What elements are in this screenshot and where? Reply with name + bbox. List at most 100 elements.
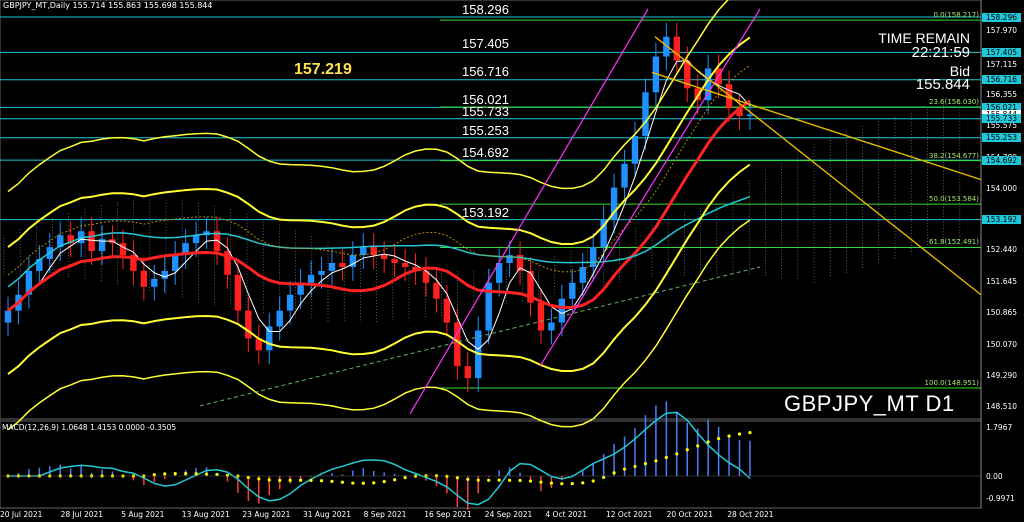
macd-signal-dot bbox=[487, 478, 491, 482]
candle-body bbox=[4, 310, 12, 323]
macd-signal-dot bbox=[330, 479, 334, 483]
band-lower-outer-line bbox=[7, 219, 751, 431]
candle-body bbox=[245, 310, 252, 339]
macd-label: MACD(12,26,9) 1.0648 1.4153 0.0000 -0.35… bbox=[2, 423, 177, 432]
macd-signal-dot bbox=[528, 479, 533, 483]
price-box: 158.296 bbox=[982, 12, 1021, 22]
price-tick: 155.575 bbox=[986, 121, 1018, 131]
candle-body bbox=[391, 259, 398, 263]
macd-signal-dot bbox=[382, 480, 386, 484]
candle-body bbox=[286, 294, 294, 311]
macd-signal-dot bbox=[602, 475, 606, 479]
level-label-156021: 156.021 bbox=[462, 92, 509, 107]
macd-tick: -0.9971 bbox=[986, 494, 1015, 503]
band-lower-line bbox=[7, 163, 751, 375]
fib-label: 23.6(156.030) bbox=[929, 97, 979, 106]
ma-red-line bbox=[7, 99, 751, 312]
candle-body bbox=[590, 247, 597, 267]
macd-signal-dot bbox=[455, 476, 459, 480]
macd-panel-frame bbox=[0, 420, 982, 509]
candle-body bbox=[558, 298, 566, 323]
candle-body bbox=[725, 84, 733, 109]
level-label-158296: 158.296 bbox=[462, 2, 509, 17]
date-tick: 13 Aug 2021 bbox=[181, 510, 230, 519]
candle-body bbox=[516, 255, 524, 271]
price-box: 154.692 bbox=[982, 155, 1021, 165]
ma-cyan-line bbox=[7, 195, 751, 288]
macd-signal-dot bbox=[643, 462, 648, 466]
date-tick: 12 Oct 2021 bbox=[606, 510, 653, 519]
macd-signal-dot bbox=[267, 478, 271, 482]
macd-tick: 1.7967 bbox=[986, 423, 1013, 432]
macd-signal-dot bbox=[696, 444, 700, 448]
candle-body bbox=[381, 255, 388, 260]
candle-body bbox=[370, 247, 377, 256]
macd-signal-dot bbox=[675, 452, 679, 456]
fib-label: 100.0(148.951) bbox=[924, 379, 979, 387]
candle-body bbox=[266, 326, 273, 351]
macd-signal-dot bbox=[664, 455, 668, 460]
candle-body bbox=[276, 310, 283, 327]
macd-signal-dot bbox=[319, 479, 324, 483]
trend-line-dashed bbox=[199, 266, 761, 407]
candle-body bbox=[569, 282, 576, 299]
candle-body bbox=[213, 231, 221, 252]
macd-line bbox=[8, 411, 751, 506]
candle-body bbox=[495, 262, 503, 283]
price-tick: 151.645 bbox=[986, 277, 1018, 287]
price-box: 156.716 bbox=[982, 75, 1021, 85]
candle-body bbox=[297, 282, 304, 295]
fib-label: 50.0(153.584) bbox=[929, 195, 979, 204]
date-tick: 28 Jul 2021 bbox=[60, 510, 104, 519]
macd-signal-dot bbox=[466, 477, 470, 481]
candle-body bbox=[736, 108, 743, 117]
bid-value: 155.844 bbox=[915, 76, 970, 93]
macd-signal-dot bbox=[591, 479, 595, 483]
price-tick: 157.970 bbox=[986, 25, 1018, 35]
macd-signal-dot bbox=[299, 478, 303, 482]
candle-body bbox=[88, 231, 95, 252]
macd-signal-dot bbox=[215, 472, 219, 477]
price-tick: 150.865 bbox=[986, 308, 1018, 317]
macd-signal-dot bbox=[748, 431, 752, 435]
date-tick: 16 Sep 2021 bbox=[424, 510, 472, 519]
candle-body bbox=[433, 282, 440, 299]
price-tick: 157.115 bbox=[986, 59, 1018, 69]
candle-body bbox=[684, 60, 691, 89]
macd-signal-dot bbox=[424, 474, 428, 478]
macd-signal-dot bbox=[612, 471, 616, 475]
candle-body bbox=[621, 163, 628, 188]
trend-line bbox=[654, 36, 982, 296]
candle-body bbox=[610, 187, 618, 220]
candle-body bbox=[192, 235, 200, 244]
date-tick: 8 Sep 2021 bbox=[363, 510, 407, 519]
candle-body bbox=[161, 270, 168, 279]
macd-signal-dot bbox=[204, 472, 209, 476]
candle-body bbox=[255, 338, 262, 351]
candle-body bbox=[130, 255, 137, 271]
signal-value: 157.219 bbox=[294, 61, 352, 78]
candle-body bbox=[339, 262, 346, 267]
candle-body bbox=[443, 298, 451, 323]
candle-body bbox=[140, 270, 148, 287]
date-tick: 5 Aug 2021 bbox=[121, 510, 165, 519]
price-tick: 156.355 bbox=[986, 90, 1018, 100]
candle-body bbox=[746, 114, 754, 117]
macd-signal-dot bbox=[581, 481, 585, 485]
price-tick: 149.290 bbox=[986, 370, 1018, 380]
macd-signal-dot bbox=[717, 437, 721, 441]
date-tick: 31 Aug 2021 bbox=[303, 510, 352, 519]
macd-signal-dot bbox=[518, 478, 522, 483]
macd-signal-dot bbox=[194, 472, 198, 476]
candle-body bbox=[506, 255, 513, 263]
date-tick: 28 Oct 2021 bbox=[727, 510, 774, 519]
time-remain-title: TIME REMAIN bbox=[878, 30, 970, 46]
macd-signal-dot bbox=[633, 464, 637, 469]
date-tick: 4 Oct 2021 bbox=[545, 510, 587, 519]
level-label-154692: 154.692 bbox=[462, 145, 509, 160]
candle-body bbox=[631, 135, 639, 164]
price-tick: 150.070 bbox=[986, 339, 1018, 349]
candle-body bbox=[349, 255, 357, 267]
macd-signal-dot bbox=[549, 481, 554, 485]
